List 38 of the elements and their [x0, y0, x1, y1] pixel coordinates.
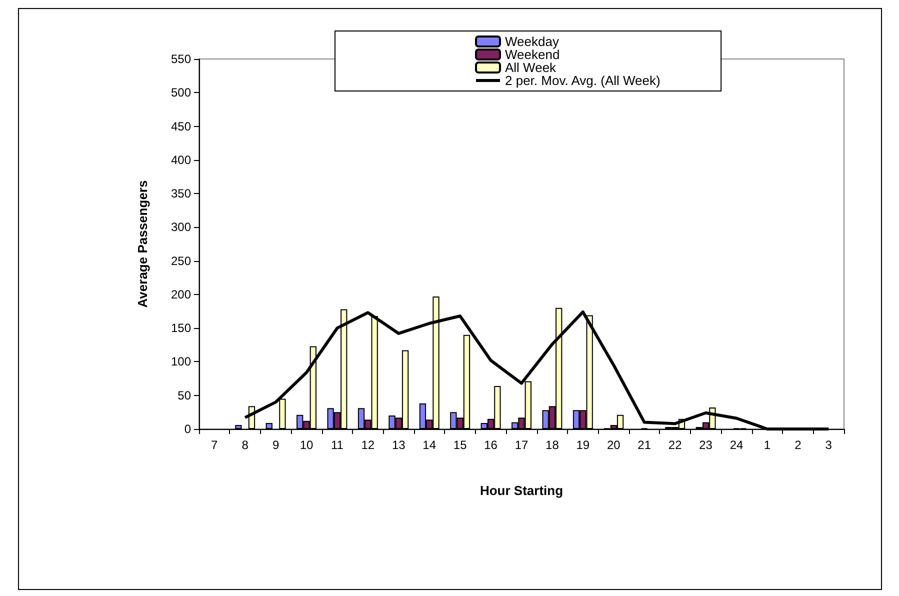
x-tick-label: 1 [764, 438, 771, 452]
x-tick-label: 19 [576, 438, 590, 452]
legend-label: All Week [505, 60, 557, 75]
y-tick-label: 100 [170, 354, 192, 369]
y-tick-label: 50 [178, 388, 192, 402]
y-tick-label: 500 [170, 86, 192, 100]
y-tick-label: 200 [170, 287, 192, 302]
x-tick-label: 11 [330, 438, 344, 452]
legend-label: 2 per. Mov. Avg. (All Week) [505, 73, 660, 88]
y-tick-label: 550 [170, 52, 192, 66]
x-tick-label: 9 [272, 438, 280, 452]
x-tick-label: 24 [730, 438, 744, 452]
y-tick-label: 150 [170, 321, 192, 336]
x-tick-label: 7 [211, 438, 218, 452]
x-tick-label: 17 [514, 438, 528, 452]
x-tick-label: 3 [825, 438, 832, 452]
x-tick-label: 20 [606, 438, 621, 452]
y-tick-label: 250 [170, 254, 192, 268]
x-tick-label: 12 [361, 438, 375, 452]
x-tick-label: 2 [794, 438, 802, 452]
x-tick-label: 16 [484, 438, 498, 452]
y-tick-label: 300 [170, 220, 192, 234]
x-tick-label: 13 [392, 438, 406, 452]
x-axis-title: Hour Starting [480, 483, 564, 498]
x-tick-label: 21 [638, 438, 652, 452]
x-tick-label: 10 [300, 438, 314, 452]
x-tick-label: 22 [668, 438, 682, 452]
x-tick-label: 15 [453, 438, 468, 452]
x-tick-label: 18 [546, 438, 560, 452]
y-tick-label: 0 [184, 422, 192, 436]
y-tick-label: 350 [170, 186, 192, 201]
x-tick-label: 14 [422, 438, 436, 452]
y-axis-title: Average Passengers [135, 180, 150, 308]
y-tick-label: 450 [170, 119, 192, 134]
x-tick-label: 23 [699, 438, 713, 452]
y-tick-label: 400 [170, 152, 192, 167]
x-tick-label: 8 [242, 438, 249, 452]
legend-label: Weekday [505, 34, 560, 49]
